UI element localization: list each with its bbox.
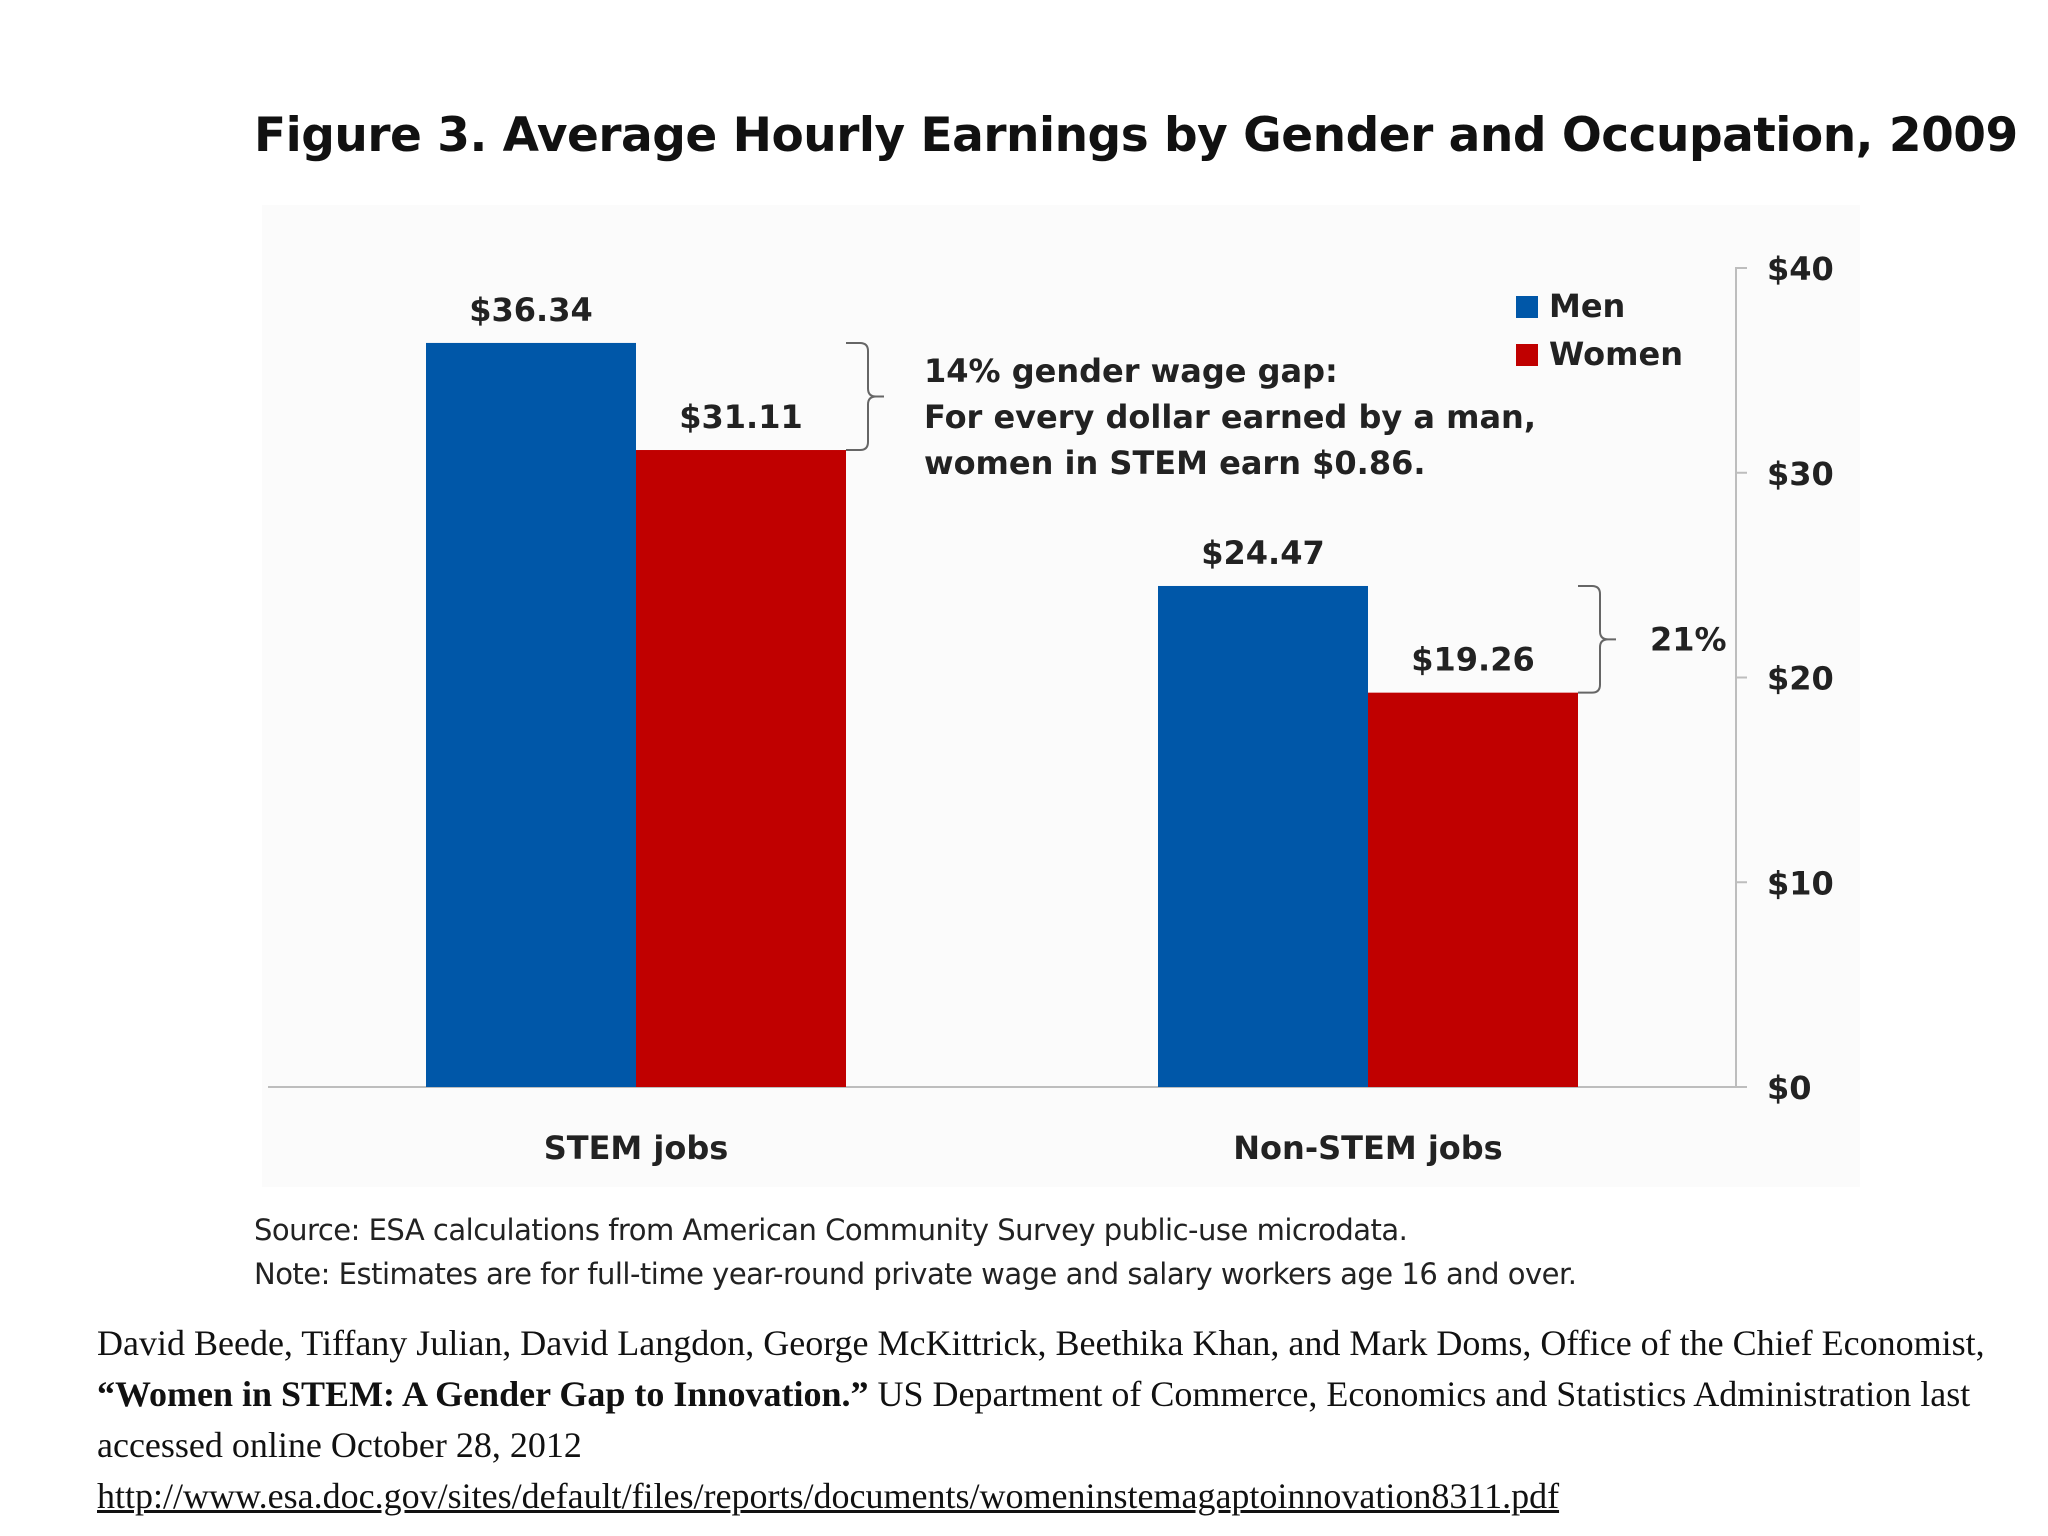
chart-title: Figure 3. Average Hourly Earnings by Gen… (254, 108, 2018, 163)
citation-title: “Women in STEM: A Gender Gap to Innovati… (97, 1374, 869, 1414)
data-label: $31.11 (679, 398, 802, 436)
x-tick-label: Non-STEM jobs (1233, 1129, 1502, 1167)
citation-link[interactable]: http://www.esa.doc.gov/sites/default/fil… (97, 1476, 1560, 1516)
data-label: $36.34 (469, 291, 592, 329)
gap-annotation-line: women in STEM earn $0.86. (924, 444, 1426, 482)
y-tick-label: $0 (1767, 1069, 1812, 1107)
y-tick-label: $30 (1767, 455, 1834, 493)
estimate-note: Note: Estimates are for full-time year-r… (254, 1257, 1577, 1291)
y-tick-label: $10 (1767, 864, 1834, 902)
citation-authors: David Beede, Tiffany Julian, David Langd… (97, 1323, 1985, 1363)
gap-annotation-line: For every dollar earned by a man, (924, 398, 1536, 436)
data-label: $24.47 (1201, 534, 1324, 572)
citation: David Beede, Tiffany Julian, David Langd… (97, 1318, 2017, 1522)
data-label: $19.26 (1411, 641, 1534, 679)
legend-label-women: Women (1549, 335, 1683, 373)
y-tick-label: $40 (1767, 250, 1834, 288)
bar-men (1158, 585, 1368, 1087)
bar-women (636, 450, 846, 1088)
legend-label-men: Men (1549, 287, 1625, 325)
legend-swatch-men (1516, 296, 1538, 318)
citation-publisher: US Department of Commerce, Economics and… (97, 1374, 1971, 1465)
gap-brace (1578, 584, 1616, 694)
gap-brace (846, 341, 884, 452)
chart-notes: Source: ESA calculations from American C… (254, 1208, 1577, 1296)
legend-swatch-women (1516, 344, 1538, 366)
bar-women (1368, 692, 1578, 1087)
bar-men (426, 342, 636, 1088)
source-note: Source: ESA calculations from American C… (254, 1213, 1408, 1247)
x-tick-label: STEM jobs (544, 1129, 729, 1167)
gap-annotation-line: 14% gender wage gap: (924, 352, 1338, 390)
gap-annotation-percent: 21% (1650, 620, 1727, 658)
y-tick-label: $20 (1767, 660, 1834, 698)
